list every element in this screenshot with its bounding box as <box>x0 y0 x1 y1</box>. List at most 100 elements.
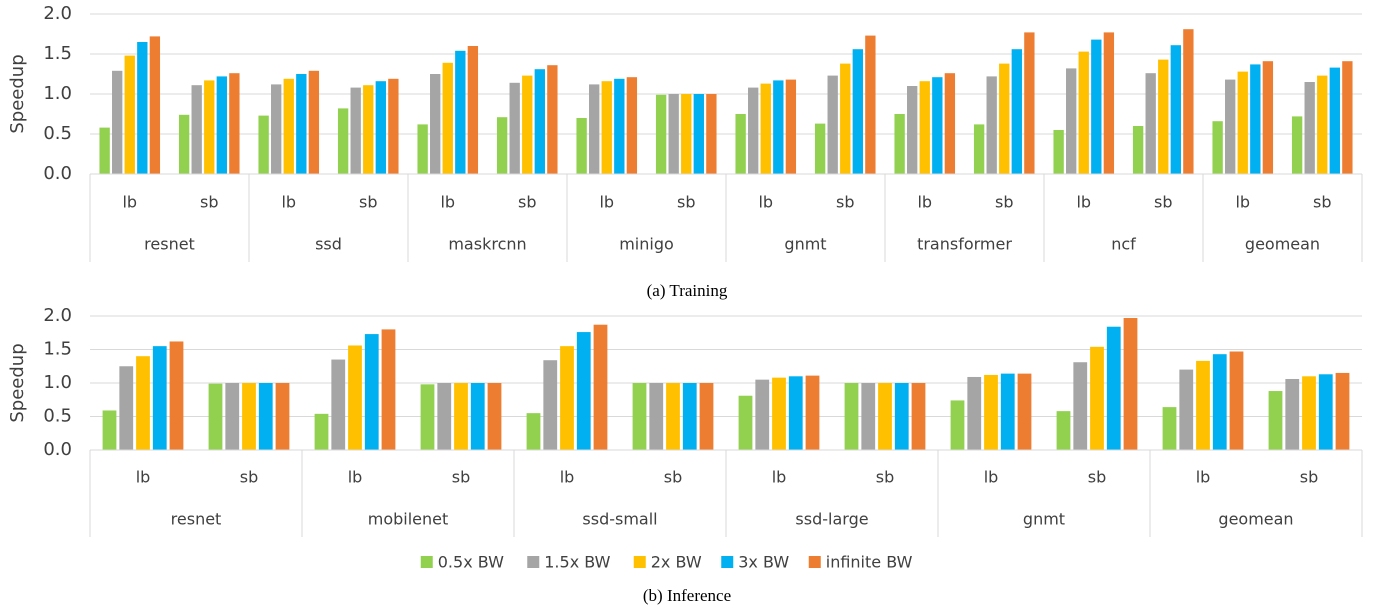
x-tick-label: sb <box>518 193 537 212</box>
bar <box>907 86 918 174</box>
bar <box>388 78 399 174</box>
bar <box>1024 32 1035 175</box>
bar <box>814 123 826 174</box>
legend-label: 2x BW <box>651 553 702 572</box>
y-tick-label: 1.5 <box>43 43 72 64</box>
bar <box>258 383 273 450</box>
bar <box>124 55 135 174</box>
group-label: mobilenet <box>368 510 449 529</box>
bar <box>1106 326 1121 450</box>
legend-swatch <box>721 556 734 568</box>
bar <box>534 69 545 174</box>
y-tick-label: 0.5 <box>43 123 72 144</box>
group-label: gnmt <box>784 235 826 254</box>
bar <box>772 377 786 450</box>
bar <box>99 127 110 174</box>
bar <box>208 383 223 450</box>
bar <box>1179 369 1194 450</box>
bar <box>308 70 320 174</box>
bar <box>1212 121 1223 174</box>
y-tick-label: 2.0 <box>43 3 72 24</box>
x-tick-label: sb <box>995 193 1014 212</box>
x-tick-label: sb <box>200 193 219 212</box>
x-tick-label: sb <box>664 468 683 487</box>
bar <box>454 383 468 450</box>
x-tick-label: sb <box>1154 193 1173 212</box>
bar <box>773 80 784 174</box>
bar <box>1066 68 1077 174</box>
bar <box>1262 61 1274 175</box>
bar <box>467 46 479 174</box>
bar <box>204 80 215 174</box>
bar <box>1212 354 1227 450</box>
group-label: minigo <box>619 235 674 254</box>
legend-swatch <box>633 556 646 568</box>
bar <box>1053 130 1064 174</box>
bar <box>844 383 859 450</box>
bar <box>430 74 441 174</box>
bar <box>589 84 600 174</box>
bar <box>601 81 612 174</box>
bar <box>191 85 202 174</box>
bar <box>258 115 269 174</box>
bar <box>136 356 150 450</box>
bar <box>865 35 876 174</box>
bar <box>668 94 679 174</box>
bar <box>112 70 123 174</box>
bar <box>119 366 134 450</box>
bar <box>827 75 838 174</box>
bar <box>437 383 452 450</box>
bar <box>632 383 647 450</box>
x-tick-label: lb <box>758 193 773 212</box>
group-label: maskrcnn <box>448 235 526 254</box>
x-tick-label: sb <box>836 193 855 212</box>
bar <box>1237 71 1248 174</box>
y-tick-label: 0.5 <box>43 406 72 427</box>
bar <box>1250 64 1261 174</box>
x-tick-label: lb <box>1196 468 1211 487</box>
bar <box>1145 73 1156 174</box>
legend-label: 3x BW <box>738 553 789 572</box>
x-tick-label: lb <box>122 193 137 212</box>
bar <box>216 76 227 174</box>
bar <box>693 94 704 174</box>
bar <box>547 65 558 174</box>
x-tick-label: sb <box>452 468 471 487</box>
group-label: ssd <box>315 235 342 254</box>
bar <box>1285 378 1300 450</box>
y-tick-label: 1.0 <box>43 372 72 393</box>
y-axis-label: Speedup <box>7 54 28 133</box>
group-label: geomean <box>1218 510 1293 529</box>
bar <box>748 87 759 174</box>
bar <box>229 73 240 174</box>
legend-label: 0.5x BW <box>438 553 504 572</box>
bar <box>169 341 184 450</box>
bar <box>1011 49 1022 175</box>
y-tick-label: 1.5 <box>43 339 72 360</box>
x-tick-label: lb <box>136 468 151 487</box>
bar <box>1000 373 1015 450</box>
bar <box>986 76 997 174</box>
bar <box>1123 318 1138 450</box>
bar <box>1268 391 1283 450</box>
bar <box>706 94 717 174</box>
bar <box>944 73 956 174</box>
bar <box>375 81 386 174</box>
bar <box>666 383 680 450</box>
bar <box>275 383 290 450</box>
y-tick-label: 0.0 <box>43 439 72 460</box>
bar <box>682 383 697 450</box>
bar <box>363 85 374 174</box>
bar <box>805 375 820 450</box>
bar <box>614 78 625 174</box>
bar <box>894 383 909 450</box>
bar <box>381 329 396 450</box>
bar <box>878 383 892 450</box>
bar <box>576 118 587 174</box>
y-tick-label: 2.0 <box>43 305 72 326</box>
bar <box>1078 51 1089 174</box>
bar <box>522 75 533 174</box>
bar <box>932 77 943 174</box>
x-tick-label: sb <box>677 193 696 212</box>
